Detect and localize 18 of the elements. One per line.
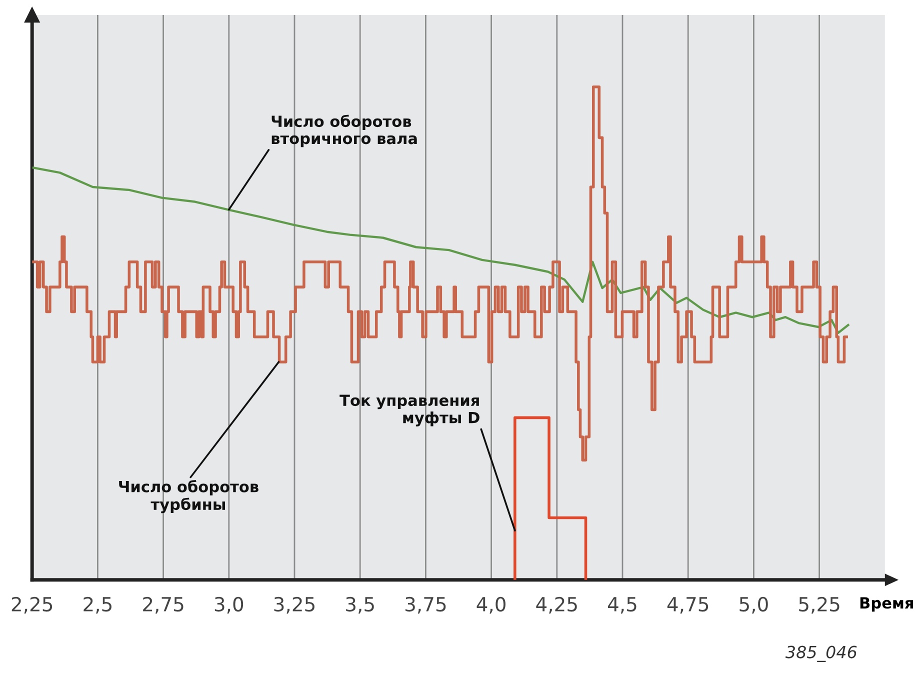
annotation: Ток управления муфты D (340, 394, 480, 426)
x-tick-label: 5,0 (740, 596, 768, 614)
annotation: Число оборотов турбины (119, 480, 258, 514)
x-tick-label: 2,5 (84, 596, 112, 614)
x-tick-label: 2,25 (12, 596, 52, 614)
x-tick-label: 3,25 (274, 596, 314, 614)
x-tick-label: 3,75 (406, 596, 446, 614)
text: 385_046 (785, 646, 857, 662)
x-tick-label: 4,25 (536, 596, 577, 614)
x-tick-label: 3,5 (346, 596, 374, 614)
x-tick-label: 5,25 (799, 596, 840, 614)
x-tick-label: 4,0 (476, 596, 506, 614)
x-axis-title: Время (860, 597, 913, 612)
x-tick-label: 2,75 (143, 596, 184, 614)
x-tick-label: 4,5 (608, 597, 636, 614)
x-tick-label: 4,75 (667, 597, 708, 614)
annotation: Число оборотов вторичного вала (272, 114, 417, 148)
x-tick-label: 3,0 (214, 596, 244, 614)
